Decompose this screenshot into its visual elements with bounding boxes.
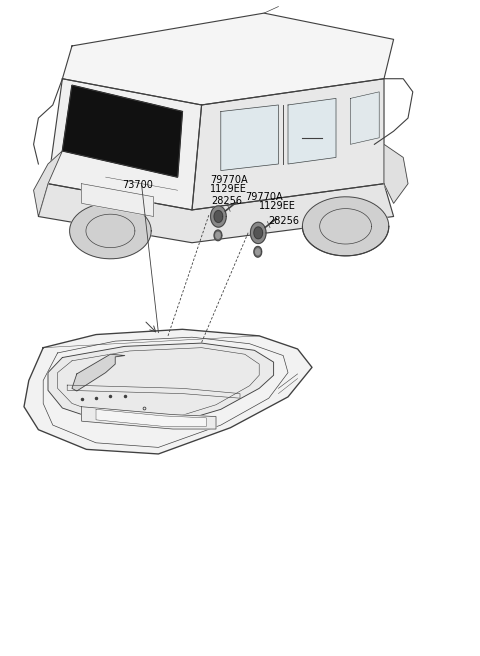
Polygon shape [384, 144, 408, 203]
Polygon shape [211, 206, 226, 227]
Text: 73700: 73700 [122, 180, 153, 190]
Polygon shape [62, 13, 394, 105]
Polygon shape [221, 105, 278, 171]
Polygon shape [288, 98, 336, 164]
Polygon shape [254, 227, 263, 239]
Polygon shape [256, 249, 260, 255]
Polygon shape [214, 230, 222, 241]
Polygon shape [70, 203, 151, 258]
Polygon shape [302, 197, 389, 256]
Text: 28256: 28256 [268, 216, 299, 226]
Polygon shape [96, 409, 206, 426]
Polygon shape [24, 329, 312, 454]
Polygon shape [192, 79, 384, 210]
Polygon shape [82, 407, 216, 429]
Polygon shape [214, 211, 223, 222]
Polygon shape [82, 184, 154, 216]
Polygon shape [216, 232, 220, 238]
Polygon shape [72, 354, 125, 391]
Polygon shape [48, 343, 274, 426]
Text: 79770A: 79770A [245, 192, 282, 202]
Polygon shape [62, 85, 182, 177]
Polygon shape [34, 151, 62, 216]
Text: 1129EE: 1129EE [210, 184, 247, 194]
Text: 79770A: 79770A [210, 174, 248, 185]
Polygon shape [254, 247, 262, 257]
Polygon shape [251, 222, 266, 243]
Text: 28256: 28256 [211, 195, 242, 206]
Text: 1129EE: 1129EE [259, 201, 296, 211]
Polygon shape [38, 184, 394, 243]
Polygon shape [48, 79, 202, 210]
Polygon shape [350, 92, 379, 144]
